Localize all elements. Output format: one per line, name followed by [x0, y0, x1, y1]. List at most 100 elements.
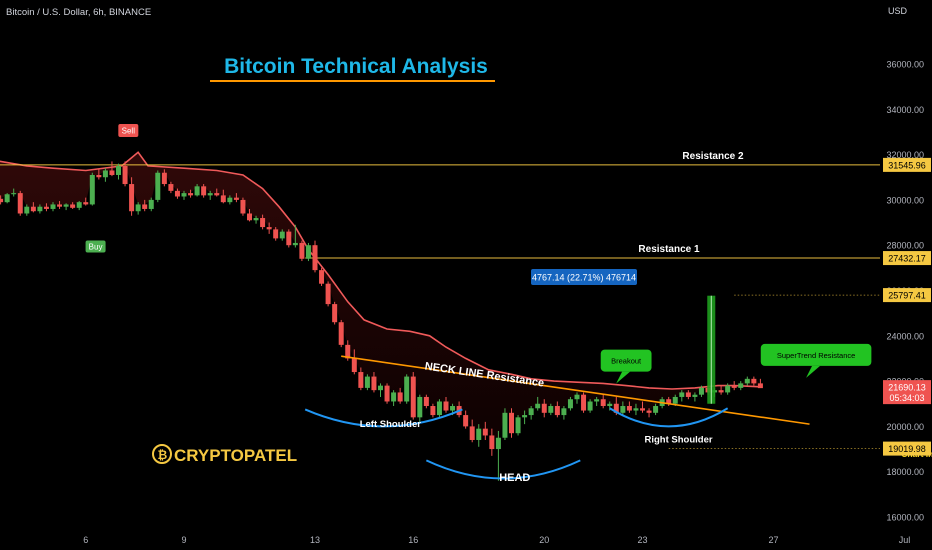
candle[interactable]: [201, 184, 207, 198]
candle[interactable]: [188, 189, 194, 198]
candle[interactable]: [181, 190, 187, 200]
candle[interactable]: [502, 408, 508, 440]
candle[interactable]: [371, 372, 377, 393]
candle[interactable]: [718, 385, 724, 395]
candle[interactable]: [528, 406, 534, 420]
candle[interactable]: [135, 202, 141, 215]
candle[interactable]: [102, 168, 108, 182]
candle[interactable]: [89, 172, 95, 206]
candle[interactable]: [698, 385, 704, 397]
candle[interactable]: [325, 281, 331, 307]
candle[interactable]: [286, 229, 292, 248]
y-axis[interactable]: 16000.0018000.0020000.0022000.0024000.00…: [883, 60, 931, 523]
candle[interactable]: [757, 378, 763, 389]
symbol-header[interactable]: Bitcoin / U.S. Dollar, 6h, BINANCE: [6, 7, 151, 18]
candle[interactable]: [43, 203, 49, 212]
candle[interactable]: [692, 392, 698, 402]
candle[interactable]: [194, 184, 200, 197]
candle[interactable]: [515, 415, 521, 436]
candle[interactable]: [581, 392, 587, 413]
candle[interactable]: [155, 170, 161, 203]
candle[interactable]: [30, 202, 36, 213]
candle[interactable]: [253, 215, 259, 224]
candle[interactable]: [57, 201, 63, 209]
candle[interactable]: [312, 240, 318, 273]
candle[interactable]: [168, 181, 174, 194]
candle[interactable]: [161, 169, 167, 187]
candle[interactable]: [489, 428, 495, 456]
candle[interactable]: [522, 410, 528, 425]
last-price-tag[interactable]: [883, 380, 931, 405]
candle[interactable]: [751, 376, 757, 386]
candle[interactable]: [116, 163, 121, 180]
candle[interactable]: [646, 408, 652, 418]
candle[interactable]: [220, 189, 226, 204]
candle[interactable]: [332, 301, 338, 325]
candle[interactable]: [76, 201, 82, 211]
candle[interactable]: [358, 367, 364, 391]
candle[interactable]: [594, 396, 600, 407]
candle[interactable]: [233, 193, 239, 203]
candle[interactable]: [305, 242, 311, 262]
candle[interactable]: [554, 401, 560, 418]
candle[interactable]: [207, 190, 213, 200]
candle[interactable]: [410, 372, 416, 420]
candle[interactable]: [509, 408, 514, 438]
candle[interactable]: [725, 383, 731, 395]
candle[interactable]: [744, 376, 750, 386]
candle[interactable]: [142, 199, 148, 212]
candle[interactable]: [567, 396, 573, 411]
candle[interactable]: [640, 401, 645, 413]
candle[interactable]: [430, 403, 436, 418]
candle[interactable]: [397, 387, 403, 404]
price-tag[interactable]: [883, 288, 931, 303]
candle[interactable]: [11, 188, 17, 197]
candle[interactable]: [679, 390, 685, 402]
candle[interactable]: [148, 197, 154, 212]
candle[interactable]: [535, 396, 541, 411]
candle[interactable]: [122, 161, 128, 187]
candle[interactable]: [227, 195, 233, 205]
candle[interactable]: [24, 204, 30, 216]
candle[interactable]: [436, 399, 442, 418]
candle[interactable]: [653, 403, 659, 416]
candle[interactable]: [548, 403, 554, 416]
candle[interactable]: [620, 401, 626, 416]
candle[interactable]: [391, 390, 397, 407]
buy-signal[interactable]: Buy: [85, 240, 106, 253]
candle[interactable]: [50, 202, 56, 212]
x-axis[interactable]: 12:00691316202327Jul412: [0, 535, 932, 545]
sell-signal[interactable]: Sell: [118, 123, 139, 137]
candle[interactable]: [96, 169, 102, 180]
candle[interactable]: [37, 204, 43, 214]
candle[interactable]: [292, 224, 298, 248]
candle[interactable]: [423, 394, 429, 409]
candle[interactable]: [63, 203, 69, 211]
candle[interactable]: [541, 399, 547, 418]
candle[interactable]: [17, 190, 23, 216]
candle[interactable]: [384, 383, 390, 404]
candle[interactable]: [463, 410, 469, 429]
candle[interactable]: [633, 403, 639, 416]
candle[interactable]: [364, 374, 370, 391]
candle[interactable]: [129, 177, 135, 216]
candle[interactable]: [266, 222, 272, 234]
candle[interactable]: [319, 267, 325, 286]
candle[interactable]: [561, 406, 567, 420]
neckline[interactable]: [341, 355, 810, 425]
candle[interactable]: [247, 208, 252, 222]
candle[interactable]: [240, 197, 246, 216]
candle[interactable]: [495, 430, 501, 481]
callout[interactable]: Breakout: [600, 349, 652, 384]
candle[interactable]: [587, 399, 593, 413]
candle[interactable]: [738, 381, 744, 391]
candle[interactable]: [626, 401, 632, 413]
candle[interactable]: [214, 188, 220, 197]
candle[interactable]: [351, 349, 357, 375]
callout[interactable]: SuperTrend Resistance: [760, 343, 872, 378]
candle[interactable]: [482, 421, 488, 440]
candle[interactable]: [404, 374, 410, 404]
candle[interactable]: [338, 319, 344, 348]
candle[interactable]: [417, 394, 423, 422]
